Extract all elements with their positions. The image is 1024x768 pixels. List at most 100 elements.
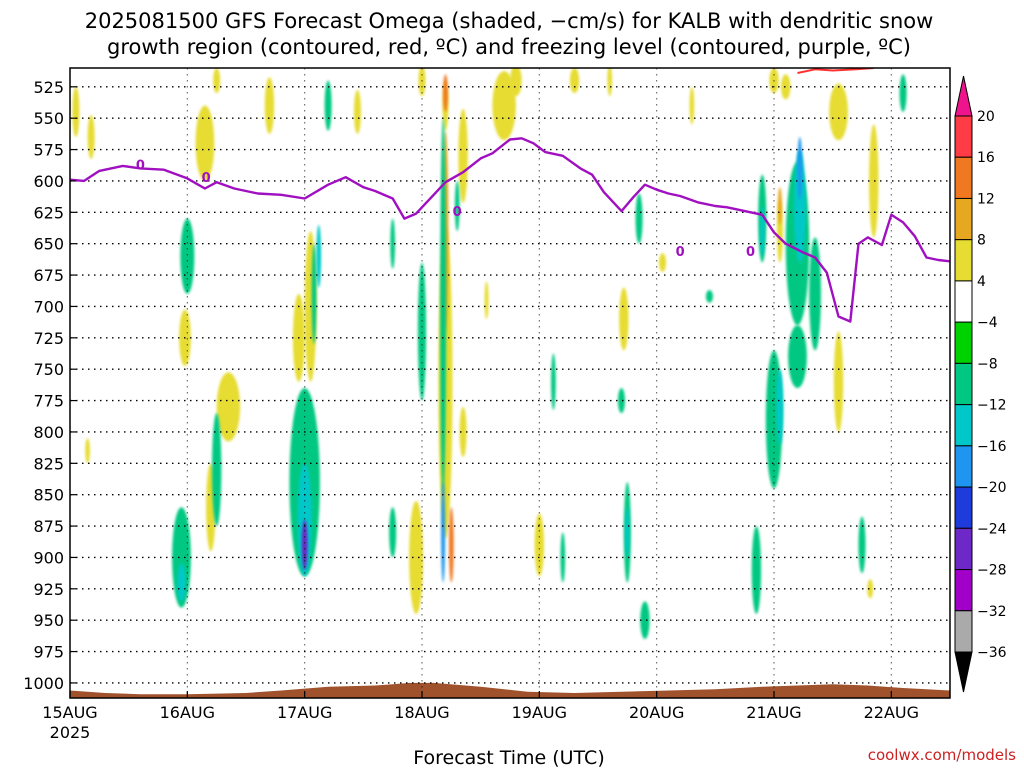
omega-cell-6 [172, 507, 191, 608]
omega-cell-23 [390, 218, 396, 269]
omega-cell-7 [177, 563, 186, 602]
omega-cell-67 [809, 237, 821, 351]
credit-text: coolwx.com/models [868, 746, 1016, 764]
colorbar-swatch-0 [954, 115, 973, 158]
chart-title-line2: growth region (contoured, red, ºC) and f… [107, 35, 911, 59]
omega-cell-19 [311, 243, 317, 345]
omega-cell-40 [510, 68, 522, 97]
terrain-layer [70, 682, 950, 698]
x-tick-label-2: 17AUG [277, 703, 332, 722]
omega-cell-22 [353, 89, 361, 134]
colorbar-swatch-3 [954, 239, 973, 282]
colorbar-label-9: −20 [977, 480, 1007, 496]
colorbar-swatch-12 [954, 610, 973, 653]
omega-cell-37 [459, 406, 467, 458]
omega-cell-20 [316, 224, 322, 288]
omega-cell-35 [448, 507, 454, 583]
omega-cell-69 [829, 83, 848, 141]
colorbar-label-3: 8 [977, 233, 986, 249]
colorbar-top-arrow [954, 75, 973, 117]
y-tick-label-0: 525 [33, 78, 64, 97]
omega-cell-14 [297, 463, 312, 577]
colorbar-swatch-10 [954, 527, 973, 571]
omega-cell-42 [534, 513, 545, 577]
colorbar-label-5: −4 [977, 315, 998, 331]
omega-cell-29 [409, 500, 424, 614]
colorbar-label-6: −8 [977, 356, 998, 372]
y-tick-label-2: 575 [33, 141, 64, 160]
colorbar-swatch-5 [954, 321, 973, 364]
omega-cell-1 [87, 115, 95, 159]
colorbar-label-0: 20 [977, 109, 995, 125]
colorbar-swatch-6 [954, 362, 973, 406]
colorbar-label-4: 4 [977, 274, 986, 290]
colorbar-swatch-11 [954, 569, 973, 612]
colorbar-label-7: −12 [977, 398, 1007, 414]
x-tick-label-1: 16AUG [160, 703, 215, 722]
colorbar-label-12: −32 [977, 604, 1007, 620]
omega-cell-74 [899, 74, 907, 112]
omega-cell-48 [635, 193, 643, 244]
colorbar: 20 16 12 8 4 −4 −8 −12 −16 −20 −24 −28 −32 −36 [954, 75, 1007, 693]
x-tick-label-4: 19AUG [512, 703, 567, 722]
omega-cell-10 [211, 413, 222, 527]
y-tick-label-13: 850 [33, 486, 64, 505]
colorbar-swatch-1 [954, 156, 973, 199]
omega-cell-53 [689, 86, 695, 125]
y-tick-label-3: 600 [33, 172, 64, 191]
omega-cell-41 [551, 353, 556, 410]
x-tick-label-6: 21AUG [746, 703, 801, 722]
contours: 0 0 0 0 0 [70, 68, 950, 323]
y-tick-label-5: 650 [33, 235, 64, 254]
freezing-level-label-4: 0 [746, 245, 755, 260]
omega-cell-24 [389, 507, 397, 558]
omega-cell-65 [797, 137, 803, 200]
y-axis: 525 550 575 600 625 650 675 700 725 750 775 800 825 8… [23, 78, 76, 693]
omega-cell-11 [85, 438, 90, 464]
y-tick-label-17: 950 [33, 611, 64, 630]
colorbar-bottom-arrow [954, 651, 973, 693]
omega-cell-64 [793, 149, 806, 263]
freezing-level-label-1: 0 [202, 171, 211, 186]
omega-cell-51 [640, 601, 650, 640]
colorbar-swatch-4 [954, 280, 973, 323]
freezing-level-label-0: 0 [136, 159, 145, 174]
omega-cell-18 [295, 318, 302, 370]
y-tick-label-14: 875 [33, 517, 64, 536]
y-tick-label-6: 675 [33, 266, 64, 285]
omega-cell-28 [417, 262, 427, 401]
omega-cell-39 [492, 71, 516, 141]
y-tick-label-16: 925 [33, 580, 64, 599]
freezing-level-label-2: 0 [453, 205, 462, 220]
colorbar-label-2: 12 [977, 191, 995, 207]
y-tick-label-15: 900 [33, 548, 64, 567]
omega-cell-52 [659, 253, 667, 272]
x-tick-label-7: 22AUG [864, 703, 919, 722]
omega-cell-25 [418, 68, 426, 97]
omega-cell-72 [858, 516, 866, 574]
omega-cell-15 [301, 519, 308, 570]
omega-cell-62 [776, 369, 784, 445]
colorbar-swatch-9 [954, 486, 973, 529]
omega-shading [72, 68, 907, 640]
omega-cell-46 [619, 287, 629, 351]
y-tick-label-10: 775 [33, 392, 64, 411]
freezing-level-line [70, 137, 950, 323]
dgz-contour [797, 68, 874, 74]
x-year-label: 2025 [50, 723, 91, 742]
freezing-level-label-3: 0 [676, 245, 685, 260]
plot-frame [69, 67, 951, 699]
omega-cell-34 [441, 482, 446, 583]
omega-cell-60 [777, 187, 782, 225]
omega-cell-66 [788, 325, 807, 389]
omega-cell-38 [484, 281, 489, 319]
omega-cell-12 [264, 77, 275, 134]
omega-cell-27 [458, 108, 468, 203]
x-axis: 15AUG 16AUG 17AUG 18AUG 19AUG 20AUG 21AUG 22AUG [42, 691, 919, 722]
y-tick-label-4: 625 [33, 203, 64, 222]
x-tick-label-5: 20AUG [629, 703, 684, 722]
omega-cell-5 [216, 372, 241, 442]
omega-cell-50 [625, 507, 630, 558]
omega-cell-32 [443, 74, 448, 112]
